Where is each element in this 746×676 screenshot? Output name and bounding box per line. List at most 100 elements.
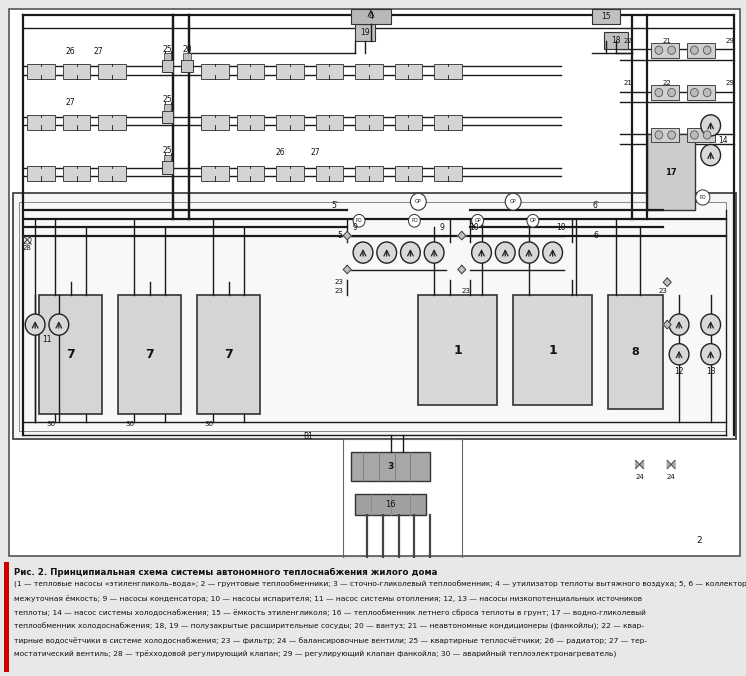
Bar: [648, 134, 695, 210]
Text: 25: 25: [163, 95, 172, 105]
Text: 23: 23: [335, 279, 344, 285]
Bar: [434, 64, 462, 79]
Text: 15: 15: [601, 11, 611, 20]
Text: 22: 22: [663, 80, 671, 86]
Circle shape: [655, 89, 662, 97]
Bar: [355, 64, 383, 79]
Text: мостатический вентиль; 28 — трёхходовой регулирующий клапан; 29 — регулирующий к: мостатический вентиль; 28 — трёхходовой …: [14, 651, 616, 658]
Polygon shape: [343, 231, 351, 240]
Bar: [98, 115, 126, 130]
Bar: [355, 166, 383, 180]
Bar: [316, 115, 343, 130]
Polygon shape: [663, 320, 671, 329]
Bar: [276, 115, 304, 130]
Bar: [98, 64, 126, 79]
Text: 11: 11: [43, 335, 51, 344]
Bar: [163, 53, 172, 59]
Circle shape: [519, 242, 539, 263]
Circle shape: [543, 242, 562, 263]
Text: 14: 14: [718, 136, 727, 145]
Bar: [98, 166, 126, 180]
Polygon shape: [667, 460, 671, 468]
Bar: [316, 64, 343, 79]
Text: PO: PO: [356, 218, 363, 223]
Circle shape: [669, 343, 689, 365]
Circle shape: [700, 145, 721, 166]
Bar: [201, 166, 229, 180]
Bar: [687, 128, 715, 143]
Circle shape: [700, 314, 721, 335]
Circle shape: [353, 214, 365, 227]
Circle shape: [527, 214, 539, 227]
Bar: [63, 166, 90, 180]
Bar: [201, 115, 229, 130]
Circle shape: [410, 193, 426, 210]
Bar: [197, 295, 260, 414]
Bar: [276, 166, 304, 180]
Text: 27: 27: [311, 149, 321, 158]
Bar: [27, 166, 55, 180]
Circle shape: [655, 131, 662, 139]
Bar: [162, 59, 173, 72]
Bar: [13, 193, 736, 439]
Circle shape: [25, 314, 45, 335]
Text: 5: 5: [337, 231, 342, 240]
Bar: [236, 64, 264, 79]
Bar: [276, 64, 304, 79]
Text: 17: 17: [665, 168, 677, 176]
Circle shape: [495, 242, 515, 263]
Circle shape: [691, 89, 698, 97]
Bar: [316, 166, 343, 180]
Circle shape: [700, 115, 721, 136]
Circle shape: [377, 242, 397, 263]
Text: 7: 7: [66, 347, 75, 361]
Circle shape: [409, 214, 420, 227]
Bar: [687, 85, 715, 100]
Text: 23: 23: [461, 288, 470, 293]
Text: 26: 26: [66, 47, 75, 55]
Text: 27: 27: [66, 97, 75, 107]
Text: 30: 30: [46, 421, 55, 427]
Polygon shape: [343, 265, 351, 274]
Text: (1 — тепловые насосы «этиленгликоль–вода»; 2 — грунтовые теплообменники; 3 — сто: (1 — тепловые насосы «этиленгликоль–вода…: [14, 581, 746, 588]
Text: PO: PO: [700, 195, 706, 200]
Circle shape: [668, 89, 675, 97]
Polygon shape: [458, 265, 466, 274]
Text: 7: 7: [145, 347, 154, 361]
Text: теплоты; 14 — насос системы холодоснабжения; 15 — ёмкость этиленгликоля; 16 — те: теплоты; 14 — насос системы холодоснабже…: [14, 609, 646, 616]
Bar: [355, 115, 383, 130]
Bar: [608, 295, 663, 410]
Bar: [651, 85, 679, 100]
Bar: [63, 115, 90, 130]
Text: 24: 24: [667, 474, 676, 480]
Text: 10: 10: [556, 222, 565, 232]
Text: 20: 20: [183, 45, 192, 53]
Bar: [434, 166, 462, 180]
Text: 25: 25: [163, 45, 172, 53]
Text: межуточная ёмкость; 9 — насосы конденсатора; 10 — насосы испарителя; 11 — насос : межуточная ёмкость; 9 — насосы конденсат…: [14, 595, 642, 602]
Text: PO: PO: [411, 218, 418, 223]
Bar: [63, 64, 90, 79]
Text: 7: 7: [225, 347, 233, 361]
Bar: [395, 115, 422, 130]
Text: 1: 1: [454, 343, 463, 356]
Text: 8: 8: [632, 347, 639, 357]
Bar: [351, 9, 391, 24]
Circle shape: [703, 131, 711, 139]
Text: OP: OP: [474, 218, 481, 223]
Text: 23: 23: [659, 288, 668, 293]
Bar: [355, 24, 375, 41]
Circle shape: [691, 131, 698, 139]
Text: 21: 21: [662, 38, 671, 44]
Bar: [236, 166, 264, 180]
Text: 26: 26: [275, 149, 285, 158]
Polygon shape: [636, 460, 639, 468]
Text: 13: 13: [706, 366, 715, 376]
Text: 6: 6: [594, 231, 598, 240]
Text: 2: 2: [696, 536, 702, 546]
Bar: [651, 43, 679, 57]
Bar: [434, 115, 462, 130]
Circle shape: [703, 89, 711, 97]
Text: 24: 24: [635, 474, 644, 480]
Circle shape: [471, 242, 492, 263]
